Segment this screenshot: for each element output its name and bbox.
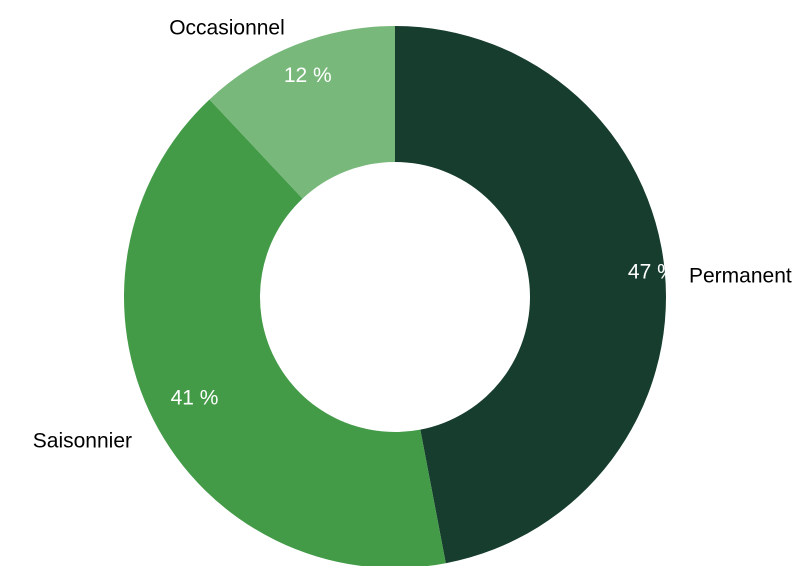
value-label-permanent: 47 % [628,260,676,283]
slice-saisonnier [124,99,446,566]
slice-permanent [395,26,667,564]
category-label-saisonnier: Saisonnier [33,430,132,453]
category-label-permanent: Permanent [689,265,792,288]
category-label-occasionnel: Occasionnel [169,17,285,40]
value-label-occasionnel: 12 % [284,64,332,87]
category-labels-group: Permanent Saisonnier Occasionnel [33,17,792,453]
value-label-saisonnier: 41 % [171,387,219,410]
value-labels-group: 47 % 41 % 12 % [171,64,676,410]
slices-group [124,26,667,566]
slice-occasionnel [209,26,395,199]
